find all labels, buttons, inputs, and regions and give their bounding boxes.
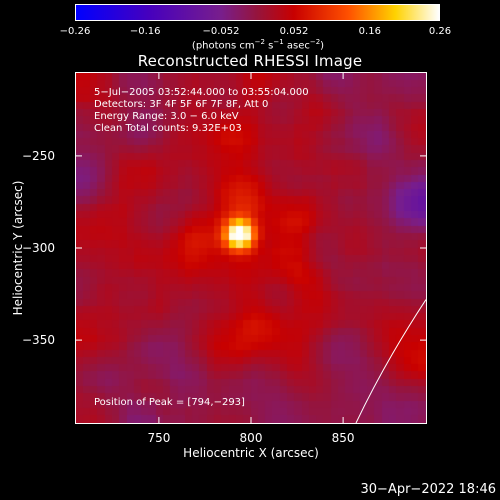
clean-counts-text: Clean Total counts: 9.32E+03 (94, 123, 242, 134)
x-tick-label: 850 (331, 431, 355, 445)
detectors-text: Detectors: 3F 4F 5F 6F 7F 8F, Att 0 (94, 99, 269, 110)
plot-overlay (76, 73, 426, 423)
colorbar-tick-label: −0.26 (59, 26, 91, 37)
timestamp: 30−Apr−2022 18:46 (360, 482, 497, 497)
y-tick-label: −300 (22, 241, 55, 255)
y-axis-label: Heliocentric Y (arcsec) (11, 180, 25, 316)
y-tick-label: −250 (22, 148, 55, 163)
colorbar-unit-label: (photons cm−2 s−1 asec−2) (191, 38, 325, 52)
time-range-text: 5−Jul−2005 03:52:44.000 to 03:55:04.000 (94, 87, 309, 98)
colorbar-tick-label: −0.052 (202, 26, 240, 37)
heatmap-image (76, 73, 426, 423)
colorbar (75, 4, 440, 21)
x-axis-label: Heliocentric X (arcsec) (183, 446, 319, 460)
solar-limb-arc (355, 299, 426, 423)
peak-position-text: Position of Peak = [794,−293] (94, 397, 245, 408)
x-tick-label: 750 (147, 431, 171, 445)
colorbar-tick-label: −0.16 (129, 26, 161, 37)
x-tick-label: 800 (239, 431, 263, 445)
colorbar-tick-label: 0.26 (428, 26, 452, 37)
colorbar-tick-label: 0.052 (279, 26, 309, 37)
chart-title: Reconstructed RHESSI Image (137, 52, 363, 70)
colorbar-tick-label: 0.16 (358, 26, 381, 37)
plot-area: 5−Jul−2005 03:52:44.000 to 03:55:04.000 … (75, 72, 427, 424)
energy-range-text: Energy Range: 3.0 − 6.0 keV (94, 111, 239, 122)
y-tick-label: −350 (22, 333, 55, 348)
